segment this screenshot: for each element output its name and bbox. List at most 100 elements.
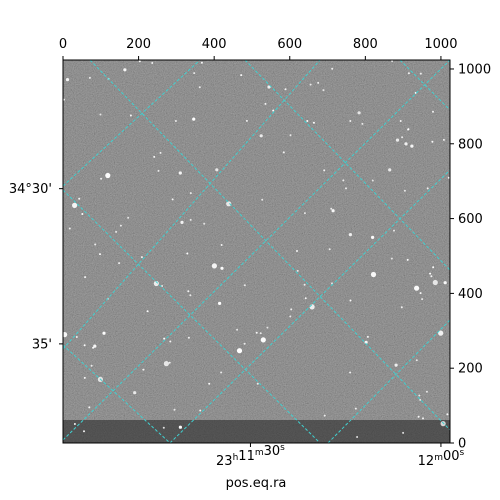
star bbox=[142, 368, 145, 371]
star bbox=[243, 342, 246, 345]
star bbox=[264, 102, 267, 105]
star bbox=[309, 83, 312, 86]
star bbox=[432, 110, 434, 113]
star bbox=[290, 308, 293, 311]
star bbox=[168, 361, 171, 364]
star bbox=[215, 168, 219, 172]
star bbox=[407, 128, 410, 131]
star bbox=[415, 359, 418, 362]
star bbox=[99, 113, 102, 116]
star bbox=[426, 187, 429, 190]
star bbox=[330, 207, 333, 210]
top-tick-label: 0 bbox=[59, 37, 67, 52]
star bbox=[388, 168, 392, 172]
star bbox=[289, 134, 292, 137]
ra-tick-label: 12m00s bbox=[418, 448, 465, 469]
x-axis-title: pos.eq.ra bbox=[226, 476, 287, 491]
right-tick-label: 200 bbox=[458, 362, 483, 377]
star bbox=[443, 281, 447, 285]
star bbox=[88, 406, 91, 409]
star bbox=[261, 198, 264, 201]
star bbox=[323, 414, 326, 417]
star bbox=[208, 382, 211, 385]
star bbox=[63, 332, 68, 338]
star bbox=[218, 301, 222, 305]
star bbox=[84, 276, 87, 279]
star bbox=[306, 120, 309, 122]
star bbox=[395, 138, 400, 142]
star bbox=[425, 390, 428, 393]
grid-line bbox=[89, 60, 450, 431]
star bbox=[345, 187, 347, 190]
star bbox=[105, 172, 111, 179]
star bbox=[442, 138, 445, 141]
right-tick-label: 600 bbox=[458, 212, 483, 227]
star bbox=[100, 177, 103, 180]
star bbox=[255, 331, 258, 334]
star bbox=[422, 417, 424, 420]
star bbox=[94, 243, 97, 246]
star bbox=[193, 72, 196, 75]
star bbox=[72, 202, 78, 208]
star bbox=[180, 220, 184, 224]
right-tick-label: 800 bbox=[458, 137, 483, 152]
grid-line bbox=[327, 319, 450, 443]
star bbox=[178, 425, 182, 429]
star bbox=[390, 257, 393, 260]
star bbox=[317, 81, 320, 84]
star bbox=[83, 376, 86, 379]
grid-line bbox=[63, 344, 171, 443]
star bbox=[220, 371, 223, 374]
star bbox=[192, 117, 196, 121]
star bbox=[153, 155, 156, 158]
grid-line bbox=[244, 60, 450, 271]
star bbox=[438, 330, 444, 336]
star bbox=[331, 67, 334, 70]
star bbox=[349, 371, 352, 374]
star bbox=[78, 197, 81, 200]
plot-frame bbox=[62, 59, 451, 444]
star bbox=[371, 235, 375, 239]
star bbox=[159, 151, 162, 154]
star bbox=[419, 72, 422, 75]
star bbox=[123, 68, 127, 72]
star bbox=[138, 60, 141, 63]
dec-tick-label: 34°30' bbox=[9, 182, 52, 197]
star bbox=[115, 230, 118, 233]
star bbox=[432, 279, 438, 286]
top-tick-label: 200 bbox=[126, 37, 151, 52]
star bbox=[102, 331, 106, 335]
star bbox=[73, 423, 76, 425]
star bbox=[272, 109, 275, 112]
star bbox=[419, 398, 422, 401]
star bbox=[259, 134, 263, 138]
star bbox=[240, 74, 243, 77]
star bbox=[356, 436, 359, 438]
star bbox=[162, 426, 165, 429]
star bbox=[243, 284, 246, 287]
star bbox=[173, 408, 176, 411]
star bbox=[289, 315, 292, 318]
star bbox=[303, 283, 306, 286]
star bbox=[446, 413, 449, 416]
star bbox=[431, 140, 434, 143]
star bbox=[93, 344, 97, 348]
star bbox=[410, 144, 414, 148]
star bbox=[331, 209, 335, 213]
star bbox=[418, 394, 421, 397]
star bbox=[393, 229, 395, 232]
star bbox=[267, 85, 271, 89]
star bbox=[75, 336, 78, 338]
coordinate-grid bbox=[63, 60, 450, 443]
star bbox=[403, 189, 406, 192]
star bbox=[323, 169, 326, 172]
star bbox=[349, 120, 352, 122]
star bbox=[282, 151, 285, 154]
star bbox=[348, 233, 352, 237]
star bbox=[153, 280, 159, 287]
star bbox=[186, 252, 189, 255]
star bbox=[81, 213, 84, 215]
star bbox=[236, 348, 243, 354]
star bbox=[429, 272, 432, 275]
